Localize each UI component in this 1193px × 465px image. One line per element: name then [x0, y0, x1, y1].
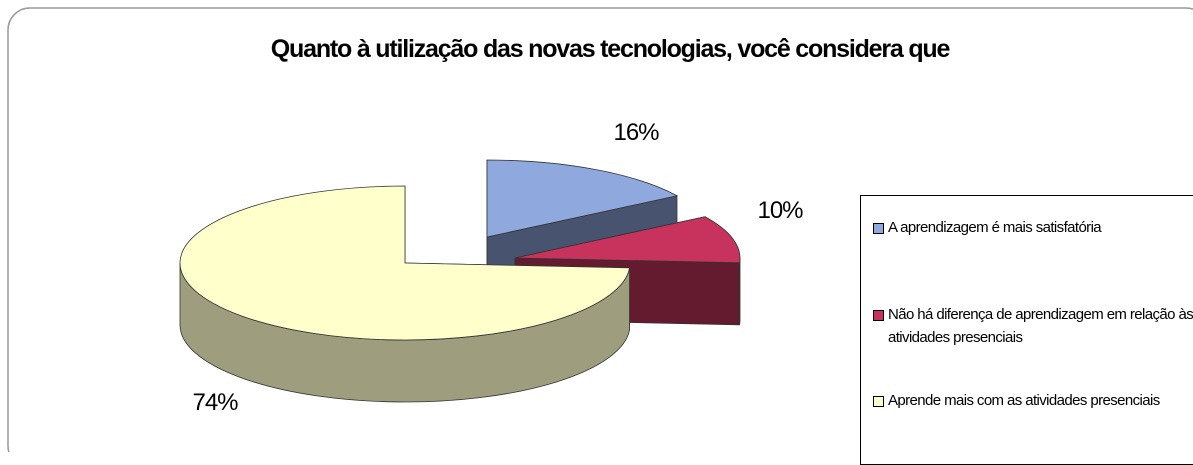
data-label: 10%	[757, 197, 803, 224]
legend-label: Não há diferença de aprendizagem em rela…	[888, 303, 1193, 349]
legend-item: Não há diferença de aprendizagem em rela…	[873, 303, 1193, 349]
chart-title: Quanto à utilização das novas tecnologia…	[271, 35, 951, 63]
legend: A aprendizagem é mais satisfatória Não há…	[860, 195, 1193, 465]
data-label: 16%	[613, 119, 659, 146]
legend-swatch	[873, 223, 884, 234]
data-label: 74%	[192, 389, 238, 416]
legend-item: A aprendizagem é mais satisfatória	[873, 216, 1193, 239]
legend-label: A aprendizagem é mais satisfatória	[888, 216, 1101, 239]
legend-swatch	[873, 310, 884, 321]
legend-swatch	[873, 396, 884, 407]
legend-label: Aprende mais com as atividades presencia…	[888, 389, 1160, 412]
legend-item: Aprende mais com as atividades presencia…	[873, 389, 1193, 412]
page: Quanto à utilização das novas tecnologia…	[0, 0, 1193, 452]
